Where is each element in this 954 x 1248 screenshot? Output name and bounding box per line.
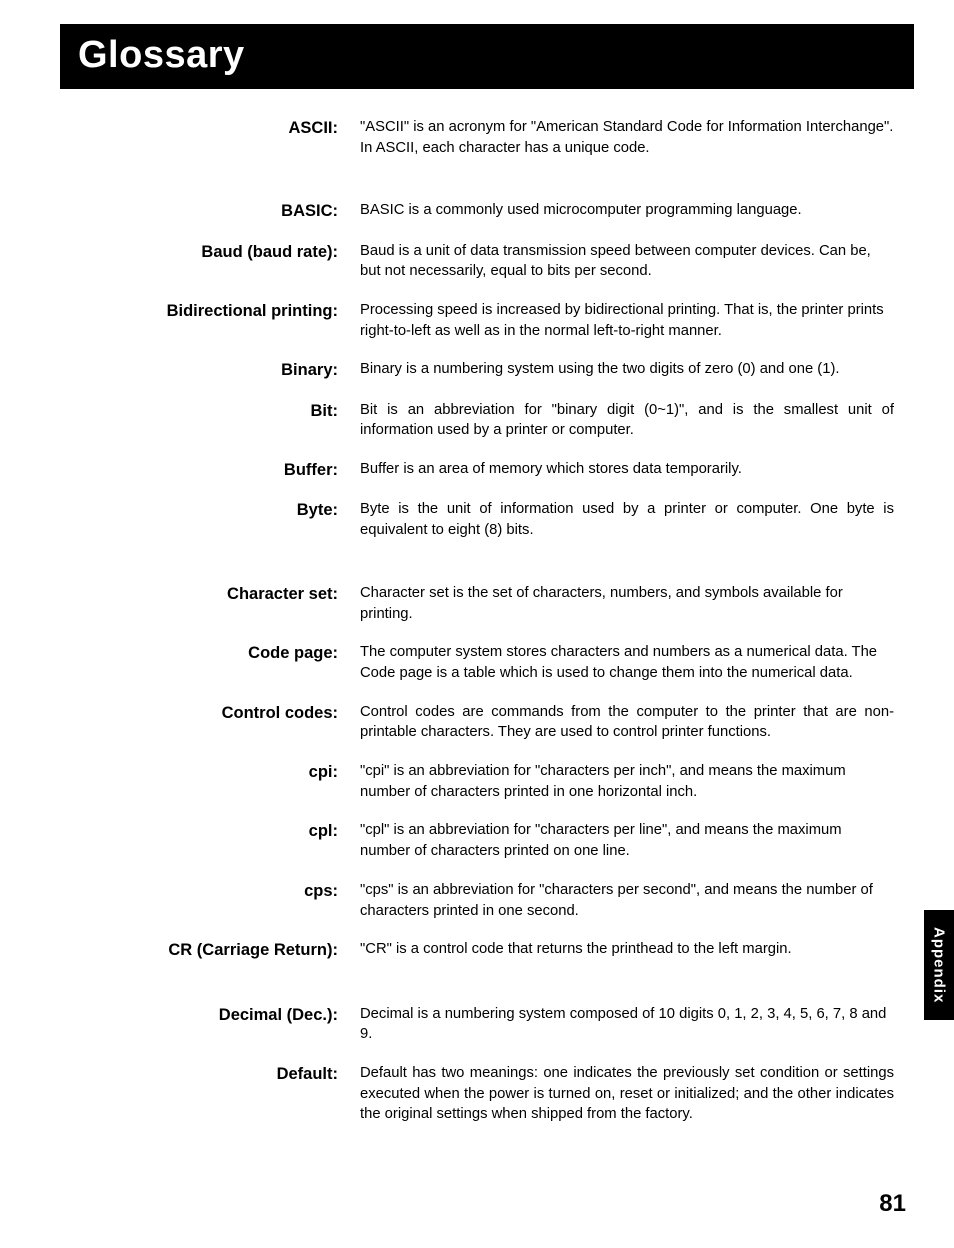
glossary-entry: Code page:The computer system stores cha…	[60, 642, 914, 683]
glossary-term: Byte:	[60, 499, 360, 521]
glossary-entry: Decimal (Dec.):Decimal is a numbering sy…	[60, 1004, 914, 1045]
glossary-definition: Binary is a numbering system using the t…	[360, 359, 914, 380]
glossary-entry: Byte:Byte is the unit of information use…	[60, 499, 914, 540]
glossary-entry: cps:"cps" is an abbreviation for "charac…	[60, 880, 914, 921]
glossary-definition: Decimal is a numbering system composed o…	[360, 1004, 914, 1045]
glossary-term: Control codes:	[60, 702, 360, 724]
glossary-entry: BASIC:BASIC is a commonly used microcomp…	[60, 200, 914, 222]
glossary-entry: Character set:Character set is the set o…	[60, 583, 914, 624]
glossary-term: Code page:	[60, 642, 360, 664]
glossary-definition: Character set is the set of characters, …	[360, 583, 914, 624]
glossary-definition: Baud is a unit of data transmission spee…	[360, 241, 914, 282]
glossary-definition: The computer system stores characters an…	[360, 642, 914, 683]
glossary-term: CR (Carriage Return):	[60, 939, 360, 961]
glossary-definition: Bit is an abbreviation for "binary digit…	[360, 400, 914, 441]
glossary-definition: Processing speed is increased by bidirec…	[360, 300, 914, 341]
glossary-term: Bidirectional printing:	[60, 300, 360, 322]
glossary-entry: Baud (baud rate):Baud is a unit of data …	[60, 241, 914, 282]
glossary-term: ASCII:	[60, 117, 360, 139]
glossary-entry: Control codes:Control codes are commands…	[60, 702, 914, 743]
glossary-entry: Buffer:Buffer is an area of memory which…	[60, 459, 914, 481]
glossary-term: Buffer:	[60, 459, 360, 481]
section-tab: Appendix	[924, 910, 954, 1020]
glossary-definition: "CR" is a control code that returns the …	[360, 939, 914, 960]
glossary-definition: Byte is the unit of information used by …	[360, 499, 914, 540]
title-bar: Glossary	[60, 24, 914, 89]
glossary-definition: "cpl" is an abbreviation for "characters…	[360, 820, 914, 861]
glossary-term: Default:	[60, 1063, 360, 1085]
glossary-entry: cpl:"cpl" is an abbreviation for "charac…	[60, 820, 914, 861]
glossary-term: Bit:	[60, 400, 360, 422]
page-title: Glossary	[78, 34, 896, 77]
glossary-entry: Default:Default has two meanings: one in…	[60, 1063, 914, 1125]
glossary-entry: ASCII:"ASCII" is an acronym for "America…	[60, 117, 914, 158]
glossary-entry: Bidirectional printing:Processing speed …	[60, 300, 914, 341]
glossary-term: Binary:	[60, 359, 360, 381]
glossary-definition: "cpi" is an abbreviation for "characters…	[360, 761, 914, 802]
glossary-term: Character set:	[60, 583, 360, 605]
glossary-entry: CR (Carriage Return):"CR" is a control c…	[60, 939, 914, 961]
glossary-term: BASIC:	[60, 200, 360, 222]
glossary-definition: Control codes are commands from the comp…	[360, 702, 914, 743]
page: Glossary ASCII:"ASCII" is an acronym for…	[0, 0, 954, 1248]
glossary-definition: "ASCII" is an acronym for "American Stan…	[360, 117, 914, 158]
glossary-definition: Buffer is an area of memory which stores…	[360, 459, 914, 480]
glossary-list: ASCII:"ASCII" is an acronym for "America…	[60, 117, 914, 1125]
page-number: 81	[879, 1190, 906, 1218]
glossary-definition: "cps" is an abbreviation for "characters…	[360, 880, 914, 921]
glossary-term: Decimal (Dec.):	[60, 1004, 360, 1026]
glossary-term: cpi:	[60, 761, 360, 783]
glossary-entry: cpi:"cpi" is an abbreviation for "charac…	[60, 761, 914, 802]
glossary-term: cpl:	[60, 820, 360, 842]
glossary-entry: Bit:Bit is an abbreviation for "binary d…	[60, 400, 914, 441]
glossary-definition: Default has two meanings: one indicates …	[360, 1063, 914, 1125]
glossary-definition: BASIC is a commonly used microcomputer p…	[360, 200, 914, 221]
glossary-term: Baud (baud rate):	[60, 241, 360, 263]
glossary-term: cps:	[60, 880, 360, 902]
glossary-entry: Binary:Binary is a numbering system usin…	[60, 359, 914, 381]
